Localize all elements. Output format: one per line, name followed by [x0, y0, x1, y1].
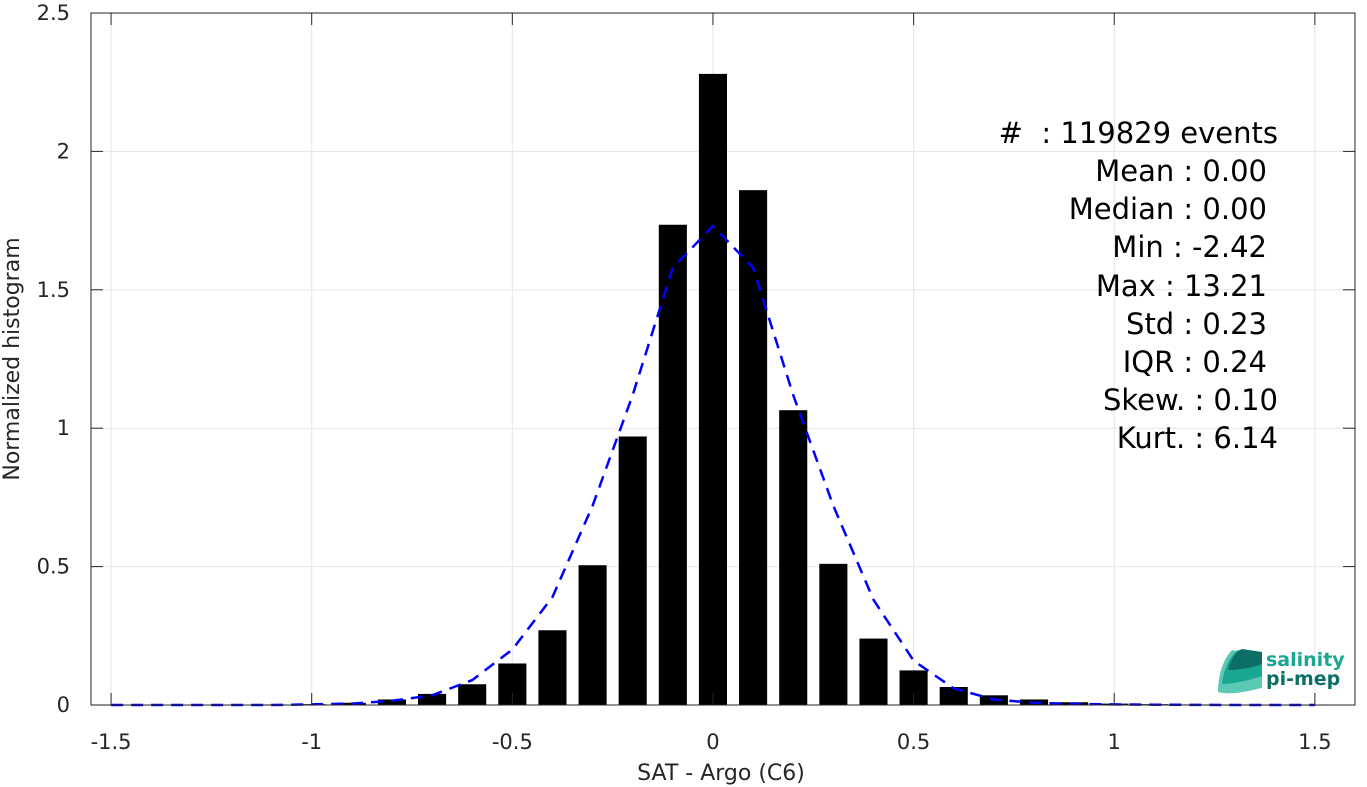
- x-tick-label: -0.5: [492, 730, 533, 754]
- stat-skew: Skew. : 0.10: [1103, 383, 1278, 417]
- gaussian-fit-line: [111, 224, 1315, 707]
- y-axis-title: Normalized histogram: [0, 237, 25, 480]
- stat-mean: Mean : 0.00: [1095, 154, 1267, 188]
- y-tick-label: 0.5: [37, 555, 70, 579]
- stat-kurt: Kurt. : 6.14: [1117, 421, 1278, 455]
- stat-median: Median : 0.00: [1069, 192, 1267, 226]
- stat-iqr: IQR : 0.24: [1123, 345, 1267, 379]
- logo-line-salinity: salinity: [1266, 649, 1345, 671]
- histogram-bar: [698, 73, 728, 706]
- x-tick-label: 0.5: [897, 730, 930, 754]
- salinity-pimep-logo: salinity pi-mep: [1218, 649, 1345, 694]
- y-tick-label: 2.5: [37, 1, 70, 25]
- histogram-bar: [779, 410, 808, 705]
- y-tick-label: 2: [57, 139, 70, 163]
- histogram-bar: [859, 638, 888, 705]
- stat-std: Std : 0.23: [1126, 307, 1267, 341]
- statistics-annotation: # : 119829 events Mean : 0.00 Median : 0…: [999, 116, 1278, 455]
- fit-curve-group: [111, 224, 1315, 707]
- y-tick-label: 1.5: [37, 278, 70, 302]
- histogram-bar: [658, 224, 687, 705]
- x-tick-label: 0: [706, 730, 719, 754]
- histogram-bar: [819, 563, 848, 705]
- x-axis-title: SAT - Argo (C6): [637, 761, 805, 786]
- y-tick-labels: 0 0.5 1 1.5 2 2.5: [37, 1, 70, 717]
- logo-line-pimep: pi-mep: [1266, 668, 1340, 690]
- x-tick-label: 1: [1108, 730, 1121, 754]
- histogram-bar: [739, 190, 768, 706]
- x-tick-labels: -1.5 -1 -0.5 0 0.5 1 1.5: [91, 730, 1332, 754]
- stat-max: Max : 13.21: [1096, 269, 1267, 303]
- histogram-bar: [578, 565, 607, 705]
- stat-min: Min : -2.42: [1112, 230, 1267, 264]
- axis-ticks: [91, 12, 1355, 706]
- wave-logo-icon: [1218, 649, 1262, 694]
- x-tick-label: -1: [301, 730, 322, 754]
- x-tick-label: -1.5: [91, 730, 132, 754]
- histogram-bar: [377, 699, 406, 705]
- stat-count: # : 119829 events: [999, 116, 1278, 150]
- histogram-bar: [418, 693, 447, 705]
- histogram-bar: [458, 684, 487, 705]
- plot-frame: [90, 12, 1356, 706]
- bar-series: [97, 73, 1329, 706]
- histogram-bar: [618, 436, 647, 705]
- y-tick-label: 0: [57, 693, 70, 717]
- y-tick-label: 1: [57, 416, 70, 440]
- x-tick-label: 1.5: [1298, 730, 1331, 754]
- histogram-bar: [538, 630, 567, 705]
- histogram-bar: [939, 687, 968, 705]
